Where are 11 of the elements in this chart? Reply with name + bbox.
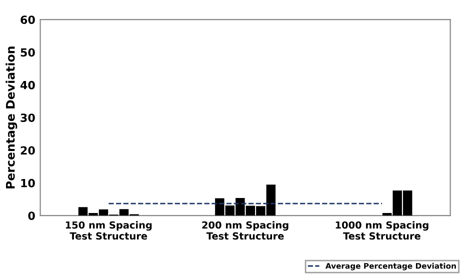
y-axis-title: Percentage Deviation xyxy=(6,46,18,188)
y-tick-label: 20 xyxy=(20,146,35,155)
y-tick-label: 60 xyxy=(20,16,35,24)
x-tick-label: 150 nm Spacing Test Structure xyxy=(66,221,152,240)
y-tick-label: 40 xyxy=(20,80,35,90)
y-tick-label: 0 xyxy=(28,212,35,220)
y-tick-label: 50 xyxy=(20,48,35,57)
x-tick-label: 1000 nm Spacing Test Structure xyxy=(336,221,428,240)
y-tick-label: 30 xyxy=(20,114,35,122)
y-tick-label: 10 xyxy=(21,178,35,188)
x-tick-label: 200 nm Spacing Test Structure xyxy=(202,221,288,240)
